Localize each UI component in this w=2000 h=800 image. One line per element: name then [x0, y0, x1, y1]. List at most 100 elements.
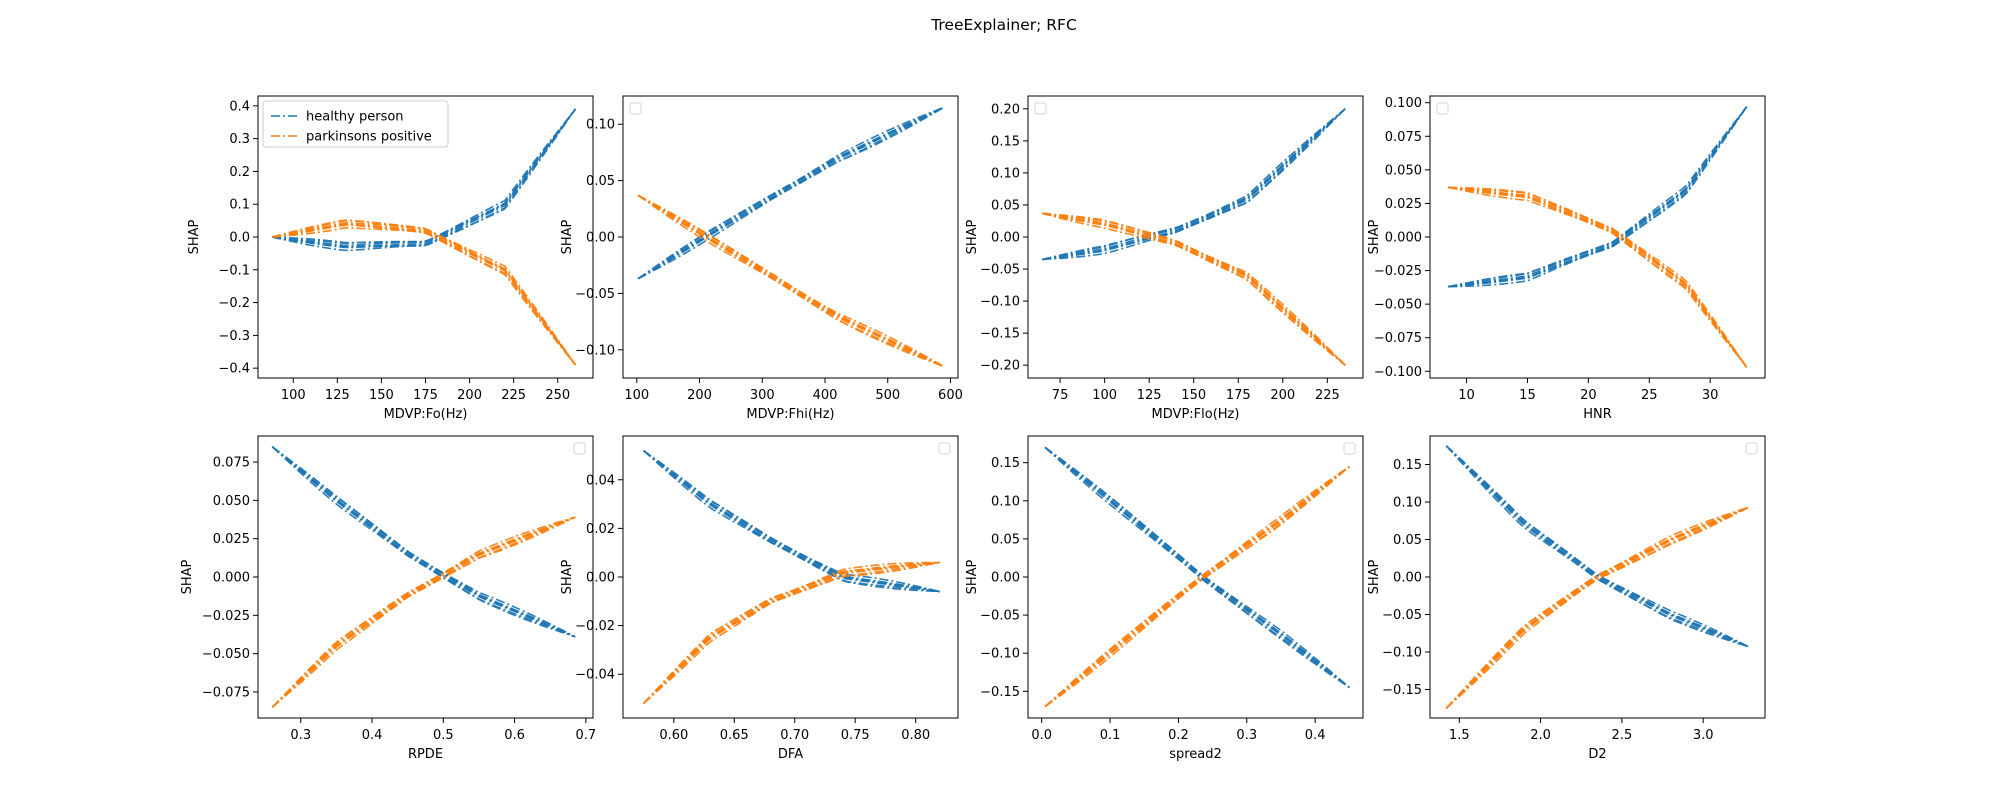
x-tick-label: 150	[369, 388, 394, 403]
y-axis-label: SHAP	[180, 559, 195, 594]
x-tick-label: 2.5	[1612, 728, 1633, 743]
x-tick-label: 0.1	[1100, 728, 1121, 743]
y-tick-label: 0.075	[1385, 130, 1422, 145]
series-line-healthy	[271, 446, 576, 638]
x-tick-label: 125	[325, 388, 350, 403]
x-tick-label: 150	[1181, 388, 1206, 403]
series-group	[637, 106, 945, 368]
legend-label: healthy person	[306, 110, 404, 125]
subplot-2: 75 100 125 150 175 200 225 −0.20 −0.15 −0.10 −0.05…	[965, 95, 1364, 422]
x-tick-label: 200	[457, 388, 482, 403]
y-tick-label: 0.00	[586, 571, 615, 586]
y-tick-label: −0.04	[575, 668, 615, 683]
series-group	[1042, 108, 1346, 366]
series-group	[1448, 106, 1748, 368]
subplot-6: 0.0 0.1 0.2 0.3 0.4 −0.15 −0.10 −0.05 0.00 0.05 0.…	[965, 435, 1364, 762]
y-tick-label: 0.025	[213, 532, 250, 547]
x-tick-label: 300	[750, 388, 775, 403]
legend: healthy person parkinsons positive	[262, 100, 449, 148]
series-line-parkinsons	[637, 194, 945, 368]
y-tick-label: 0.050	[213, 494, 250, 509]
series-line-parkinsons	[1448, 186, 1748, 368]
x-tick-label: 175	[1226, 388, 1251, 403]
x-axis-label: DFA	[778, 747, 803, 762]
x-tick-label: 100	[624, 388, 649, 403]
y-tick-label: 0.075	[213, 456, 250, 471]
x-tick-label: 2.0	[1530, 728, 1551, 743]
y-tick-label: −0.05	[1382, 608, 1422, 623]
series-line-healthy	[271, 108, 577, 252]
y-tick-label: −0.10	[575, 343, 615, 358]
x-tick-label: 100	[1092, 388, 1117, 403]
empty-legend-box	[1343, 442, 1356, 455]
series-line-parkinsons	[271, 516, 576, 708]
series-line-parkinsons	[637, 194, 945, 368]
y-tick-label: −0.20	[980, 359, 1020, 374]
y-tick-label: 0.04	[586, 473, 615, 488]
x-tick-label: 0.5	[433, 728, 454, 743]
series-line-healthy	[1448, 106, 1748, 288]
x-tick-label: 75	[1052, 388, 1069, 403]
y-tick-label: −0.025	[202, 609, 250, 624]
series-line-healthy	[1448, 106, 1748, 288]
x-tick-label: 125	[1137, 388, 1162, 403]
series-line-healthy	[1448, 106, 1748, 288]
series-line-healthy	[1044, 446, 1350, 689]
x-tick-label: 0.6	[504, 728, 525, 743]
y-tick-label: 0.20	[991, 102, 1020, 117]
subplot-4: 0.3 0.4 0.5 0.6 0.7 −0.075 −0.050 −0.025 0.000 0.…	[180, 435, 596, 762]
series-line-parkinsons	[643, 561, 940, 704]
x-axis-label: MDVP:Fo(Hz)	[384, 407, 468, 422]
y-tick-label: 0.00	[1393, 571, 1422, 586]
subplot-7: 1.5 2.0 2.5 3.0 −0.15 −0.10 −0.05 0.00 0.05 0.10 0…	[1367, 435, 1766, 762]
y-tick-label: 0.15	[991, 134, 1020, 149]
series-line-healthy	[637, 106, 945, 280]
y-tick-label: −0.3	[218, 329, 250, 344]
y-tick-label: −0.050	[202, 647, 250, 662]
y-axis-label: SHAP	[965, 219, 980, 254]
y-tick-label: 0.00	[991, 231, 1020, 246]
series-line-parkinsons	[272, 226, 577, 366]
empty-legend-box	[573, 442, 586, 455]
x-tick-label: 1.5	[1449, 728, 1470, 743]
series-line-parkinsons	[1044, 465, 1350, 708]
y-tick-label: −0.02	[575, 619, 615, 634]
y-tick-label: −0.15	[1382, 683, 1422, 698]
y-axis-label: SHAP	[965, 559, 980, 594]
y-axis-label: SHAP	[560, 559, 575, 594]
x-tick-label: 0.75	[841, 728, 870, 743]
x-tick-label: 175	[413, 388, 438, 403]
y-tick-label: −0.075	[1374, 331, 1422, 346]
series-line-healthy	[1042, 108, 1346, 261]
x-tick-label: 500	[875, 388, 900, 403]
y-tick-label: −0.05	[980, 263, 1020, 278]
x-tick-label: 225	[501, 388, 526, 403]
x-axis-label: HNR	[1583, 407, 1612, 422]
y-tick-label: −0.10	[1382, 646, 1422, 661]
y-tick-label: 0.05	[991, 532, 1020, 547]
y-tick-label: −0.025	[1374, 264, 1422, 279]
y-tick-label: 0.050	[1385, 163, 1422, 178]
series-line-parkinsons	[1042, 212, 1346, 366]
y-tick-label: 0.000	[213, 571, 250, 586]
x-tick-label: 25	[1641, 388, 1658, 403]
series-line-healthy	[1042, 108, 1346, 261]
x-tick-label: 0.4	[1305, 728, 1326, 743]
y-tick-label: 0.00	[991, 571, 1020, 586]
series-line-healthy	[1445, 445, 1750, 648]
series-line-parkinsons	[1044, 465, 1350, 708]
series-line-parkinsons	[271, 219, 577, 366]
x-tick-label: 225	[1315, 388, 1340, 403]
figure-suptitle: TreeExplainer; RFC	[930, 16, 1077, 34]
empty-legend-box	[1436, 102, 1449, 115]
x-tick-label: 3.0	[1693, 728, 1714, 743]
series-group	[271, 108, 577, 366]
y-tick-label: 0.15	[991, 456, 1020, 471]
x-tick-label: 200	[687, 388, 712, 403]
series-line-parkinsons	[1445, 506, 1749, 709]
series-line-healthy	[271, 446, 576, 638]
series-line-healthy	[1044, 446, 1350, 689]
y-tick-label: −0.10	[980, 295, 1020, 310]
y-tick-label: −0.05	[575, 287, 615, 302]
